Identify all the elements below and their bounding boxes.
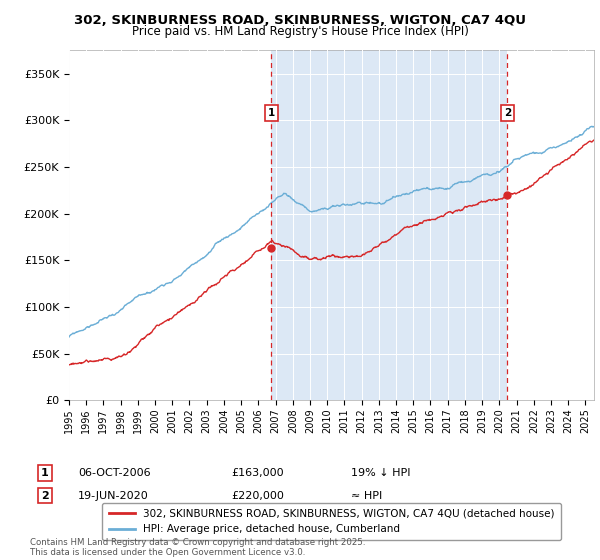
Text: 302, SKINBURNESS ROAD, SKINBURNESS, WIGTON, CA7 4QU: 302, SKINBURNESS ROAD, SKINBURNESS, WIGT… [74,14,526,27]
Legend: 302, SKINBURNESS ROAD, SKINBURNESS, WIGTON, CA7 4QU (detached house), HPI: Avera: 302, SKINBURNESS ROAD, SKINBURNESS, WIGT… [103,503,560,540]
Text: Contains HM Land Registry data © Crown copyright and database right 2025.
This d: Contains HM Land Registry data © Crown c… [30,538,365,557]
Text: ≈ HPI: ≈ HPI [351,491,382,501]
Text: 06-OCT-2006: 06-OCT-2006 [78,468,151,478]
Text: Price paid vs. HM Land Registry's House Price Index (HPI): Price paid vs. HM Land Registry's House … [131,25,469,38]
Text: 2: 2 [41,491,49,501]
Text: £220,000: £220,000 [231,491,284,501]
Text: £163,000: £163,000 [231,468,284,478]
Text: 1: 1 [268,108,275,118]
Text: 2: 2 [504,108,511,118]
Text: 19-JUN-2020: 19-JUN-2020 [78,491,149,501]
Text: 1: 1 [41,468,49,478]
Text: 19% ↓ HPI: 19% ↓ HPI [351,468,410,478]
Bar [271,50,508,400]
